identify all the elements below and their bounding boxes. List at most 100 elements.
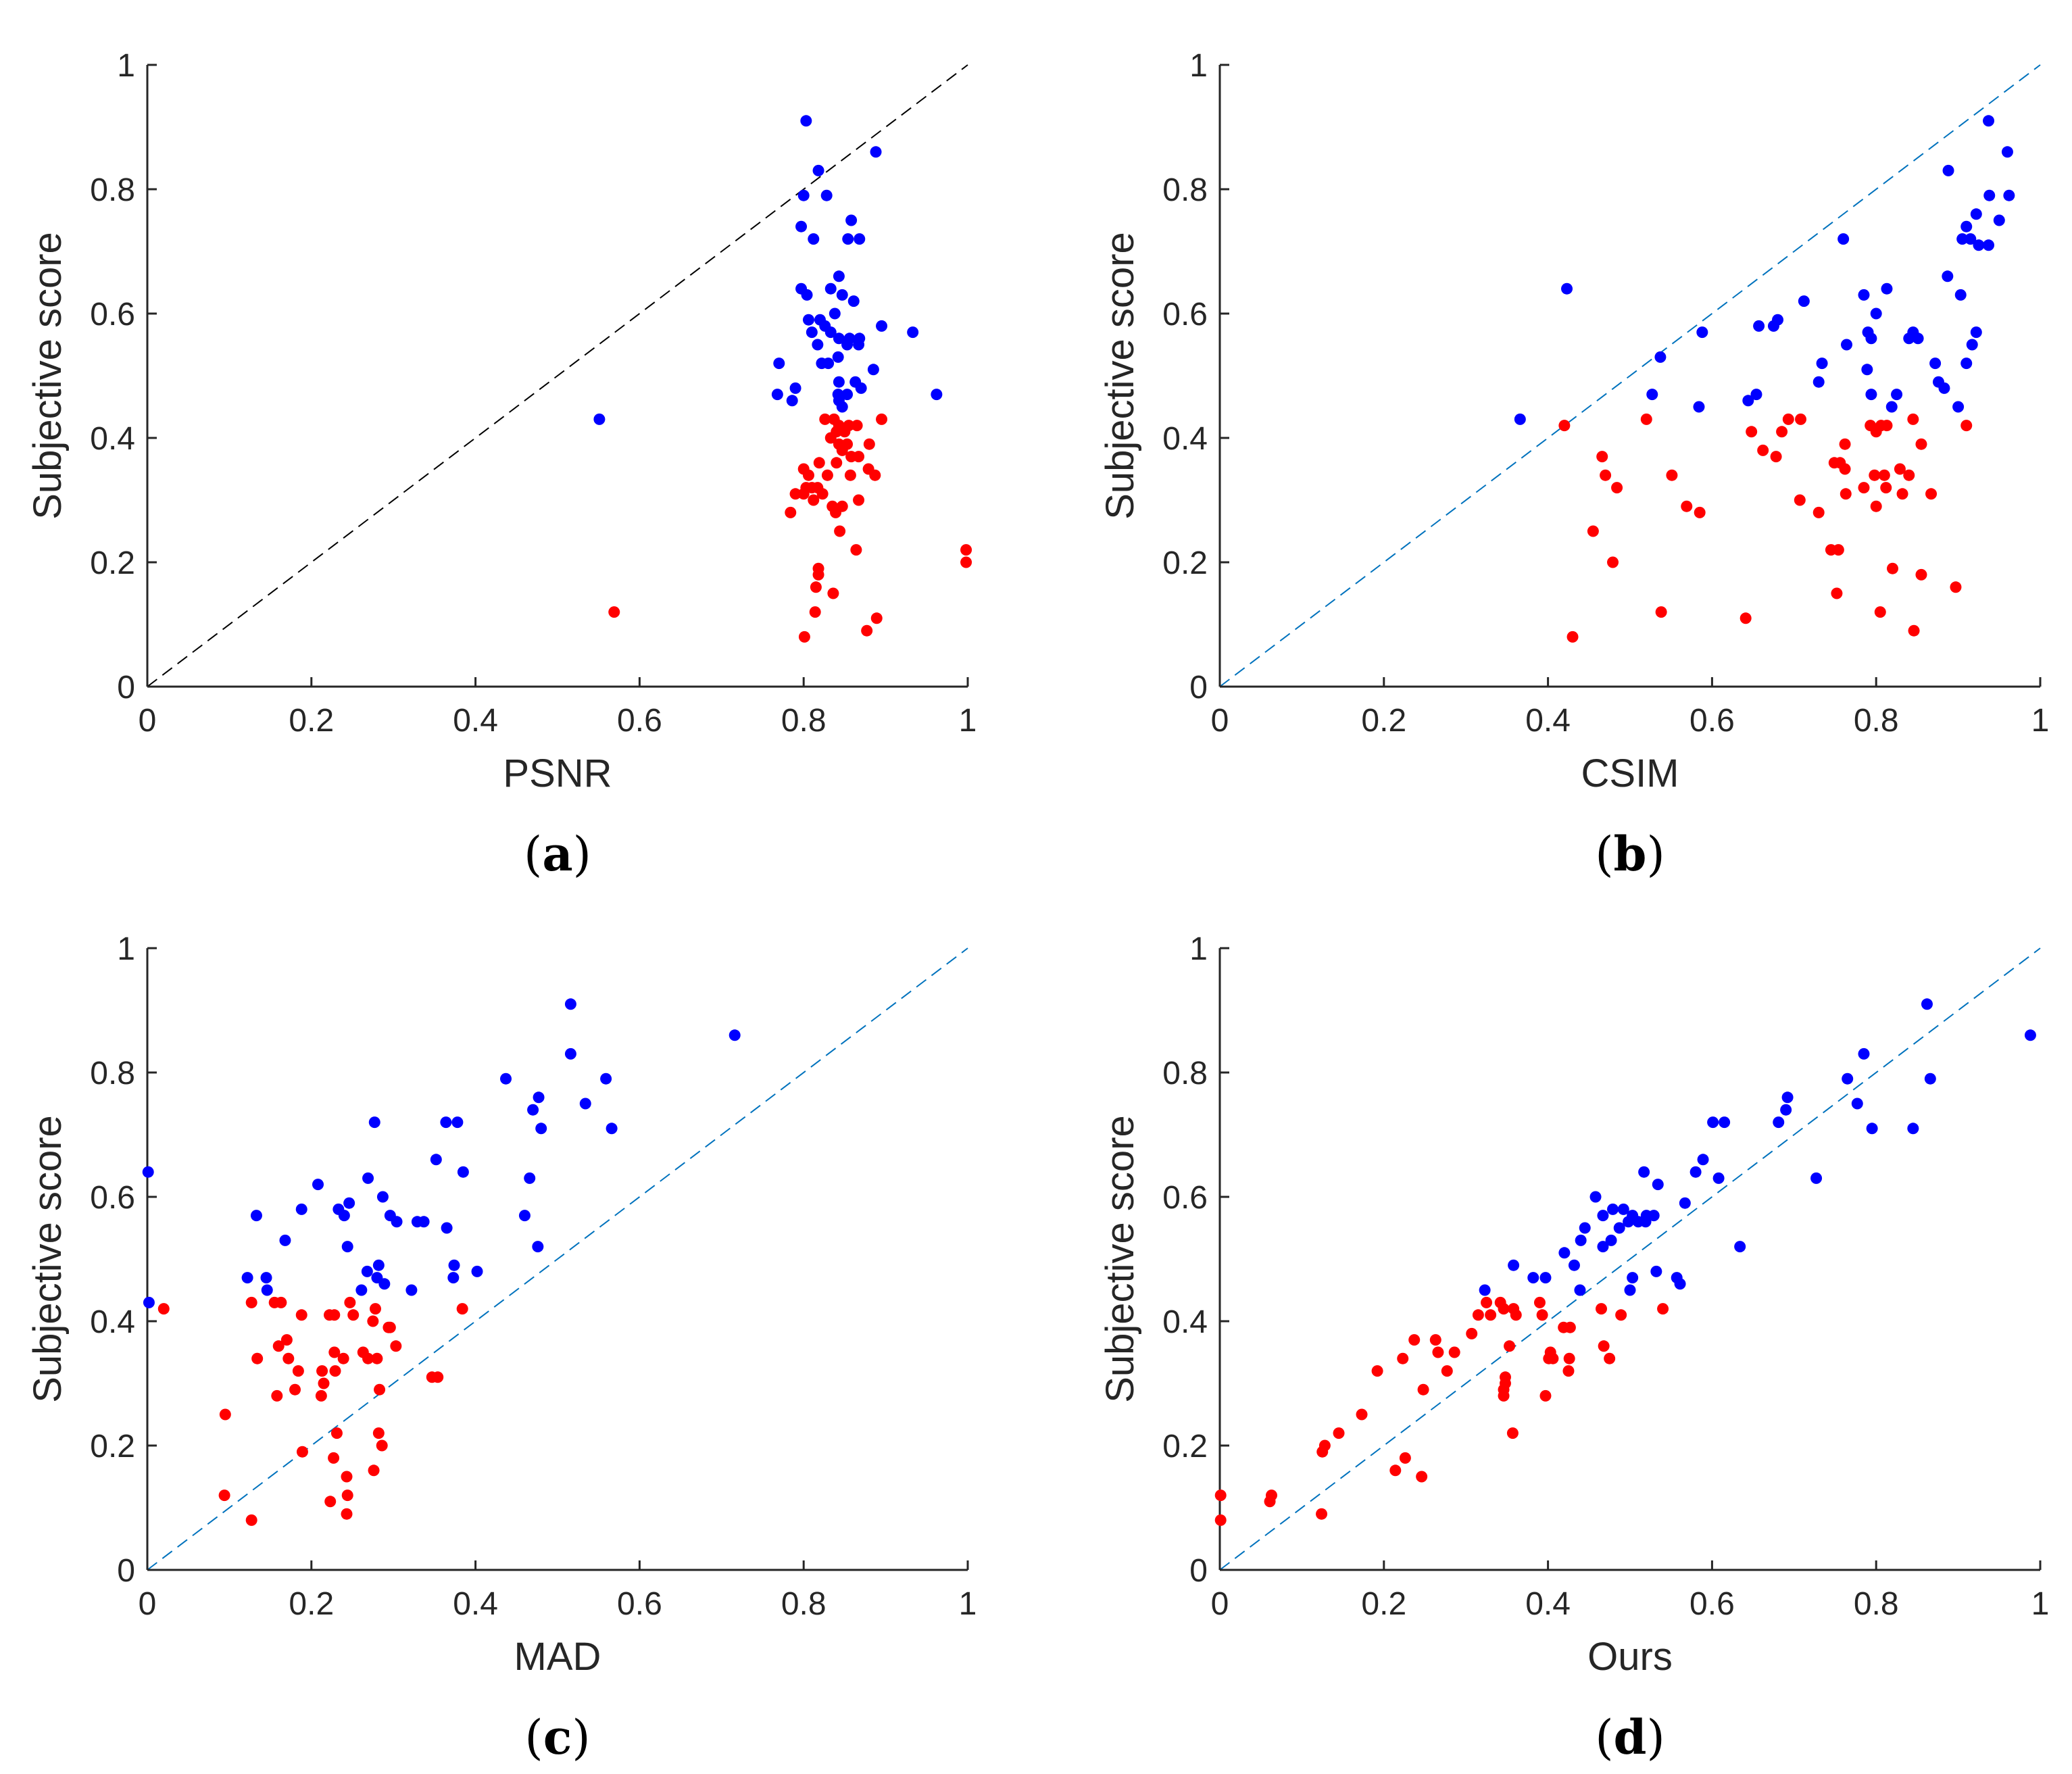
x-tick-label: 0 — [139, 1586, 157, 1622]
data-point-high — [1866, 1123, 1878, 1135]
data-point-high — [1696, 326, 1708, 339]
data-point-low — [289, 1383, 301, 1396]
caption-letter: c — [543, 1709, 572, 1765]
data-point-low — [1547, 1352, 1559, 1364]
x-tick-label: 0.8 — [1854, 703, 1899, 739]
series-high — [593, 115, 943, 425]
data-point-high — [1993, 214, 2005, 226]
data-point-low — [1504, 1340, 1516, 1352]
data-point-high — [806, 326, 818, 339]
data-point-high — [1753, 320, 1765, 332]
caption-letter: b — [1614, 826, 1647, 882]
data-point-low — [1615, 1309, 1627, 1321]
panel-b: 0 0.2 0.4 0.6 0.8 1 0 0.2 0.4 0.6 0.8 1 CSIM Subjecti… — [1098, 48, 2049, 882]
series-high — [1514, 115, 2015, 425]
data-point-low — [1371, 1365, 1383, 1377]
data-point-high — [372, 1259, 385, 1271]
x-tick-label: 0.2 — [289, 703, 334, 739]
data-point-high — [564, 998, 576, 1010]
data-point-low — [1960, 420, 1973, 432]
y-tick-label: 0.4 — [90, 421, 135, 457]
data-point-low — [1915, 438, 1927, 450]
data-point-low — [1655, 606, 1667, 618]
caption-close-paren: ) — [1646, 827, 1664, 882]
data-point-low — [785, 506, 797, 518]
y-axis-label: Subjective score — [1098, 232, 1142, 520]
data-point-low — [1399, 1452, 1411, 1464]
data-point-low — [280, 1334, 293, 1346]
data-point-high — [532, 1241, 544, 1253]
data-point-high — [338, 1210, 350, 1222]
data-point-high — [593, 413, 606, 425]
data-point-low — [328, 1452, 340, 1464]
data-point-low — [316, 1365, 328, 1377]
data-point-high — [1712, 1172, 1725, 1184]
data-point-high — [241, 1272, 253, 1284]
data-point-low — [1870, 500, 1882, 512]
data-point-low — [272, 1340, 285, 1352]
y-tick-label: 0.2 — [1162, 545, 1208, 581]
data-point-high — [378, 1278, 391, 1290]
x-tick-label: 0 — [1211, 703, 1229, 739]
series-high — [1479, 998, 2036, 1296]
data-point-low — [275, 1296, 287, 1308]
data-point-high — [802, 314, 814, 326]
data-point-high — [841, 339, 854, 351]
caption-close-paren: ) — [1646, 1710, 1664, 1765]
data-point-low — [1896, 488, 1908, 500]
data-point-low — [245, 1296, 257, 1308]
data-point-low — [1214, 1489, 1227, 1502]
data-point-high — [797, 189, 810, 201]
data-point-high — [355, 1284, 368, 1296]
data-point-low — [1510, 1309, 1522, 1321]
data-point-high — [1514, 413, 1526, 425]
data-point-low — [1878, 469, 1890, 481]
data-point-low — [1746, 426, 1758, 438]
x-tick-label: 0.4 — [453, 703, 498, 739]
data-point-high — [867, 364, 879, 376]
data-point-low — [296, 1446, 308, 1458]
data-point-high — [1579, 1222, 1591, 1234]
series-low — [1214, 1296, 1669, 1526]
data-point-high — [1973, 239, 1985, 251]
data-point-low — [1506, 1427, 1519, 1439]
data-point-low — [863, 438, 875, 450]
y-tick-label: 0.6 — [90, 297, 135, 332]
data-point-low — [341, 1508, 353, 1520]
data-point-high — [1956, 233, 1969, 245]
data-point-high — [1574, 1284, 1586, 1296]
panel-c: 0 0.2 0.4 0.6 0.8 1 0 0.2 0.4 0.6 0.8 1 MAD Subjectiv… — [26, 931, 977, 1765]
data-point-low — [292, 1365, 304, 1377]
data-point-low — [1839, 438, 1851, 450]
data-point-low — [330, 1427, 343, 1439]
panel-caption: (b) — [1595, 826, 1665, 882]
data-point-high — [260, 1272, 272, 1284]
data-point-high — [430, 1154, 442, 1166]
data-point-high — [418, 1216, 430, 1228]
data-point-low — [328, 1309, 341, 1321]
data-point-high — [533, 1091, 545, 1104]
data-point-high — [1750, 389, 1762, 401]
x-tick-label: 0.6 — [1689, 1586, 1735, 1622]
data-point-high — [786, 395, 798, 407]
data-point-high — [1781, 1091, 1794, 1104]
data-point-high — [1707, 1116, 1719, 1129]
y-tick-label: 0.4 — [1162, 1304, 1208, 1340]
data-point-low — [1408, 1334, 1421, 1346]
data-point-high — [1780, 1104, 1792, 1116]
data-point-low — [1908, 624, 1920, 637]
data-point-high — [1646, 389, 1658, 401]
data-point-high — [1842, 1073, 1854, 1085]
data-point-low — [1533, 1296, 1546, 1308]
data-point-low — [367, 1315, 379, 1327]
data-point-low — [1782, 413, 1794, 425]
data-point-high — [1674, 1278, 1686, 1290]
data-point-low — [821, 469, 833, 481]
y-tick-label: 0.6 — [1162, 297, 1208, 332]
x-tick-label: 0.2 — [1361, 703, 1406, 739]
data-point-high — [729, 1029, 741, 1041]
data-point-low — [1881, 420, 1893, 432]
data-point-high — [907, 326, 919, 339]
panel-a: 0 0.2 0.4 0.6 0.8 1 0 0.2 0.4 0.6 0.8 1 PSNR Subjecti… — [26, 48, 977, 882]
data-point-low — [374, 1383, 386, 1396]
